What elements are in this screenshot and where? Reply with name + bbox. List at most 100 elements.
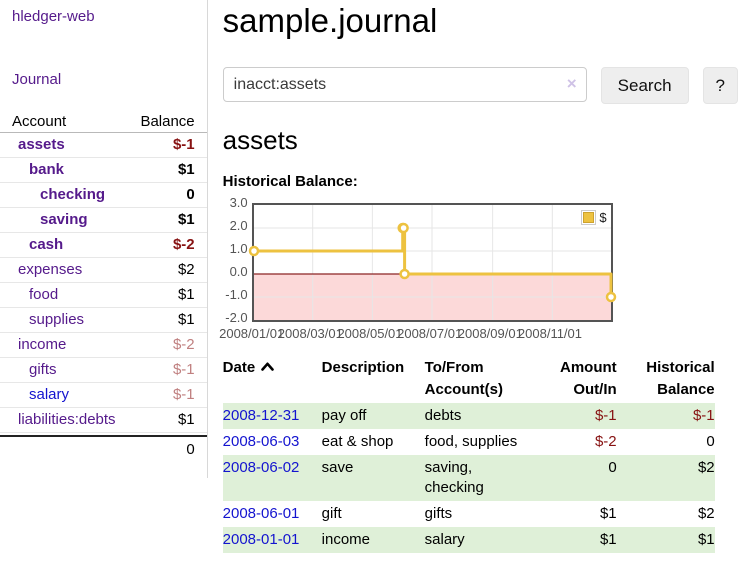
account-balance: $1 (177, 161, 195, 178)
data-point (605, 291, 616, 303)
register-body: 2008-12-31 pay off debts $-1 $-1 2008-06-03 ea… (222, 403, 715, 553)
sidebar: hledger-web Journal Account Balance asse… (0, 0, 208, 478)
account-row: assets $-1 (0, 133, 207, 157)
account-row: cash $-2 (0, 232, 207, 257)
amount-cell: 0 (706, 433, 715, 450)
data-point (248, 245, 259, 257)
transaction-row: 2008-12-31 pay off debts $-1 $-1 (222, 403, 715, 429)
chart-canvas (248, 205, 616, 320)
transaction-date-link[interactable]: 2008-06-02 (222, 459, 300, 476)
transaction-row: 2008-01-01 income salary $1 $1 (222, 527, 715, 553)
main-content: sample.journal × Search ? assets Histori… (208, 0, 742, 573)
sort-ascending-icon (261, 362, 274, 371)
transaction-row: 2008-06-03 eat & shop food, supplies $-2 0 (223, 429, 715, 455)
chart-legend: $ (580, 209, 608, 226)
account-link[interactable]: supplies (29, 311, 85, 328)
legend-color-swatch-icon (581, 210, 597, 225)
text-cell: food, supplies (424, 433, 518, 450)
column-header-description[interactable]: Description (321, 359, 405, 376)
legend-series-label: $ (599, 210, 607, 225)
account-row: supplies $1 (0, 307, 207, 332)
x-axis-tick-label: 2008/01/01 (219, 326, 285, 341)
y-axis-tick-label: 3.0 (229, 195, 248, 210)
account-row: gifts $-1 (0, 357, 207, 382)
accounts-col-account: Account (12, 113, 67, 130)
y-axis-tick-label: 1.0 (229, 241, 248, 256)
account-link[interactable]: bank (29, 161, 65, 178)
account-balance: $1 (177, 411, 195, 428)
y-axis-tick-label: 2.0 (229, 218, 248, 233)
account-heading: assets (222, 125, 298, 155)
account-row: food $1 (0, 282, 207, 307)
column-header-date[interactable]: Date (223, 355, 322, 403)
clear-search-icon[interactable]: × (566, 74, 577, 93)
account-link[interactable]: checking (40, 186, 106, 203)
account-row: bank $1 (0, 157, 207, 182)
accounts-panel: Account Balance assets $-1 bank $1 checking 0… (0, 111, 207, 462)
column-header-to-from-account-s[interactable]: To/From Account(s) (424, 359, 503, 398)
transaction-date-link[interactable]: 2008-06-03 (222, 433, 300, 450)
account-link[interactable]: expenses (18, 261, 83, 278)
text-cell: debts (424, 407, 462, 424)
data-point (399, 268, 410, 280)
account-balance: $-1 (172, 361, 195, 378)
account-row: liabilities:debts $1 (0, 407, 207, 433)
transaction-date-link[interactable]: 2008-12-31 (222, 407, 300, 424)
account-balance: $-1 (172, 386, 195, 403)
account-link[interactable]: cash (29, 236, 64, 253)
brand-link[interactable]: hledger-web (12, 8, 95, 25)
register-header-row: Date Description To/From Account(s) Amount … (223, 355, 715, 403)
account-row: saving $1 (0, 207, 207, 232)
account-balance: $-1 (172, 136, 195, 153)
accounts-list: assets $-1 bank $1 checking 0 saving $1 cash $-2 e… (0, 133, 207, 433)
search-input[interactable] (222, 67, 587, 102)
text-cell: gifts (424, 505, 453, 522)
y-axis-tick-label: 0.0 (229, 264, 248, 279)
help-button[interactable]: ? (702, 67, 738, 104)
column-header-amount-out-in[interactable]: Amount Out/In (560, 359, 617, 398)
account-row: salary $-1 (0, 382, 207, 407)
account-balance: 0 (186, 186, 195, 203)
text-cell: income (321, 531, 371, 548)
account-link[interactable]: food (29, 286, 59, 303)
historical-balance-chart[interactable]: 3.0 2.0 1.0 0.0 -1.0 -2.0 $2008/01/01 2008/03/0… (219, 195, 728, 341)
data-point (398, 222, 409, 234)
account-balance: $2 (177, 261, 195, 278)
amount-cell: $1 (599, 531, 617, 548)
amount-cell: $2 (697, 505, 715, 522)
transaction-date-link[interactable]: 2008-06-01 (222, 505, 300, 522)
search-button[interactable]: Search (600, 67, 689, 104)
amount-cell: $2 (697, 459, 715, 476)
account-link[interactable]: saving (40, 211, 88, 228)
account-link[interactable]: salary (29, 386, 70, 403)
x-axis-tick-label: 2008/09/01 (457, 326, 523, 341)
amount-cell: $1 (599, 505, 617, 522)
x-axis-tick-label: 2008/07/01 (397, 326, 463, 341)
transaction-date-link[interactable]: 2008-01-01 (222, 531, 300, 548)
y-axis-tick-label: -2.0 (225, 310, 248, 325)
text-cell: eat & shop (321, 433, 394, 450)
account-link[interactable]: liabilities:debts (18, 411, 116, 428)
page-title: sample.journal (222, 2, 438, 39)
account-row: income $-2 (0, 332, 207, 357)
account-balance: $-2 (172, 336, 195, 353)
column-header-historical-balance[interactable]: Historical Balance (646, 359, 715, 398)
accounts-total-row: 0 (0, 435, 207, 462)
text-cell: save (321, 459, 354, 476)
amount-cell: $1 (697, 531, 715, 548)
account-link[interactable]: assets (18, 136, 65, 153)
transaction-row: 2008-06-02 save saving, checking 0 $2 (222, 455, 715, 501)
x-axis-tick-label: 2008/05/01 (337, 326, 403, 341)
text-cell: pay off (321, 407, 367, 424)
text-cell: salary (424, 531, 465, 548)
account-row: expenses $2 (0, 257, 207, 282)
nav-journal-link[interactable]: Journal (12, 71, 62, 88)
text-cell: gift (321, 505, 342, 522)
account-link[interactable]: income (18, 336, 67, 353)
account-balance: $-2 (172, 236, 195, 253)
account-balance: $1 (177, 311, 195, 328)
account-link[interactable]: gifts (29, 361, 57, 378)
amount-cell: $-2 (594, 433, 617, 450)
transaction-row: 2008-06-01 gift gifts $1 $2 (223, 501, 715, 527)
